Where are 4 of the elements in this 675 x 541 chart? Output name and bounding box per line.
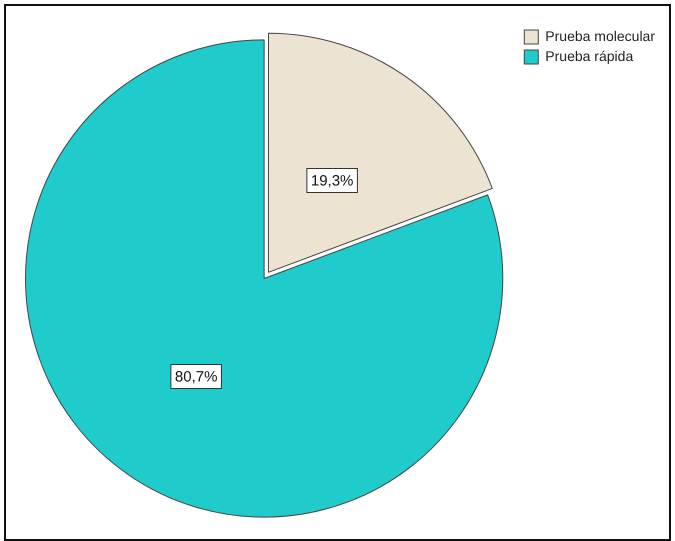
data-label: 19,3% xyxy=(310,172,354,190)
data-label: 80,7% xyxy=(174,368,218,386)
legend-label: Prueba rápida xyxy=(545,48,634,64)
legend-label: Prueba molecular xyxy=(545,28,656,44)
